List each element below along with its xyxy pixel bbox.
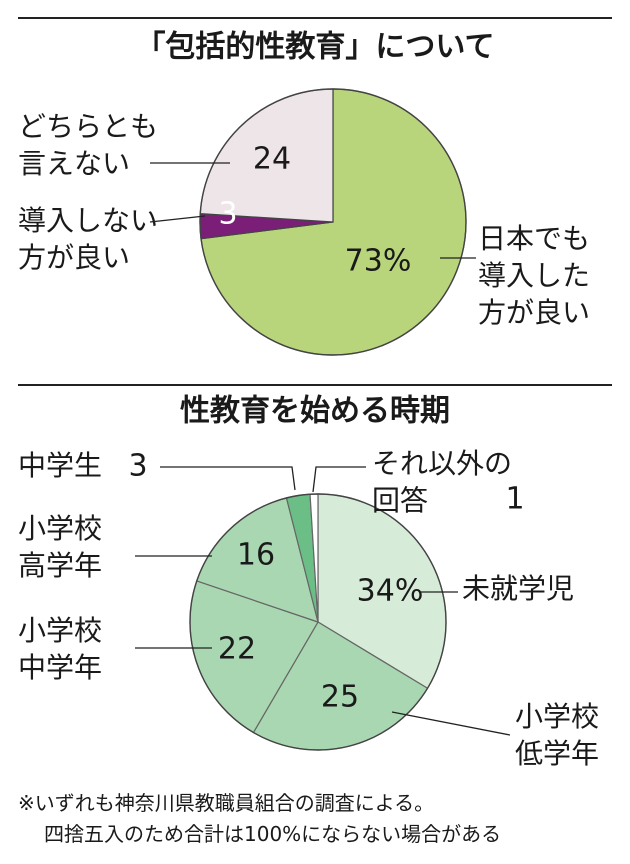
leader-line [160, 466, 296, 491]
leader-line [391, 711, 511, 736]
leader-line [312, 466, 366, 493]
value-label: 25 [321, 680, 359, 715]
value-label: 73% [345, 244, 412, 279]
value-label: 1 [505, 482, 524, 517]
chart-title: 「包括的性教育」について [135, 30, 494, 65]
value-label: 16 [237, 538, 275, 573]
value-label: 3 [218, 197, 237, 232]
value-label: 24 [253, 142, 291, 177]
pie-outline [199, 88, 467, 356]
chart-title: 性教育を始める時期 [180, 394, 450, 429]
footnote: ※いずれも神奈川県教職員組合の調査による。四捨五入のため合計は100%にならない… [18, 791, 501, 846]
pie-outline [189, 493, 447, 751]
value-label: 22 [218, 632, 256, 667]
category-label: 小学校高学年 [18, 512, 102, 582]
category-label: 小学校中学年 [18, 614, 102, 684]
category-label: 日本でも導入した方が良い [478, 222, 590, 329]
category-label: 中学生 [18, 449, 102, 482]
leader-line [149, 215, 206, 223]
category-label: 導入しない方が良い [18, 204, 158, 274]
category-label: 未就学児 [462, 572, 574, 605]
value-label: 34% [357, 574, 424, 609]
category-label: 小学校低学年 [515, 700, 599, 770]
value-label: 3 [128, 449, 147, 484]
category-label: それ以外の回答 [372, 447, 512, 517]
category-label: どちらとも言えない [18, 110, 158, 180]
